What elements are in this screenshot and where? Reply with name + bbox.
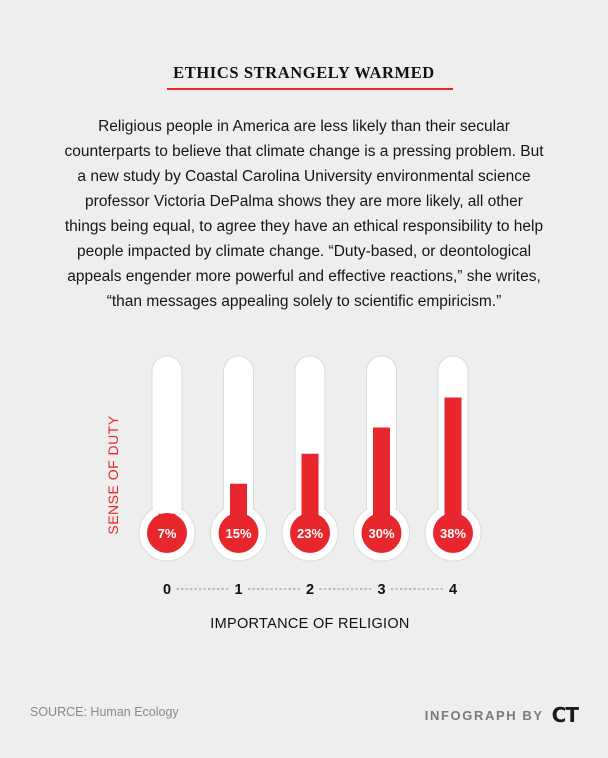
x-axis: 0 1 2 3 4 xyxy=(163,582,457,598)
thermometer-1: 15% xyxy=(210,355,267,562)
y-axis-label: SENSE OF DUTY xyxy=(105,415,121,534)
x-tick-label: 4 xyxy=(449,582,457,598)
fill-bulb xyxy=(147,513,187,553)
thermometer-2: 23% xyxy=(281,355,339,562)
fill-bulb xyxy=(361,513,402,553)
value-label: 38% xyxy=(440,526,466,541)
fill-bar xyxy=(373,427,390,533)
credit-text: INFOGRAPH BY xyxy=(424,707,544,723)
title-underline xyxy=(167,88,453,90)
x-tick-label: 2 xyxy=(306,582,314,598)
thermometer-4: 38% xyxy=(424,355,482,562)
ct-logo: CT xyxy=(551,703,579,727)
source-note: SOURCE: Human Ecology xyxy=(30,705,179,719)
fill-bulb xyxy=(290,513,330,553)
x-tick-label: 3 xyxy=(377,582,385,598)
thermometer-chart: 7% 15% 23% 30% 38% 0 1 2 3 4 SENSE OF DUTY IMPOR… xyxy=(105,355,482,632)
value-label: 7% xyxy=(158,526,177,541)
credit: INFOGRAPH BY CT xyxy=(424,703,579,727)
value-label: 15% xyxy=(225,526,251,541)
value-label: 30% xyxy=(368,526,394,541)
fill-bar xyxy=(444,397,462,533)
thermometer-3: 30% xyxy=(353,355,410,562)
value-label: 23% xyxy=(297,526,323,541)
x-axis-label: IMPORTANCE OF RELIGION xyxy=(210,616,409,632)
fill-bar xyxy=(301,453,319,533)
thermometer-0: 7% xyxy=(138,355,196,562)
thermometer-layer: 7% 15% 23% 30% 38% xyxy=(138,355,482,562)
x-tick-label: 0 xyxy=(163,582,171,598)
x-tick-label: 1 xyxy=(234,582,242,598)
intro-paragraph: Religious people in America are less lik… xyxy=(64,118,544,310)
fill-bulb xyxy=(218,513,259,553)
chart-title: ETHICS STRANGELY WARMED xyxy=(173,63,435,82)
fill-bulb xyxy=(433,513,473,553)
